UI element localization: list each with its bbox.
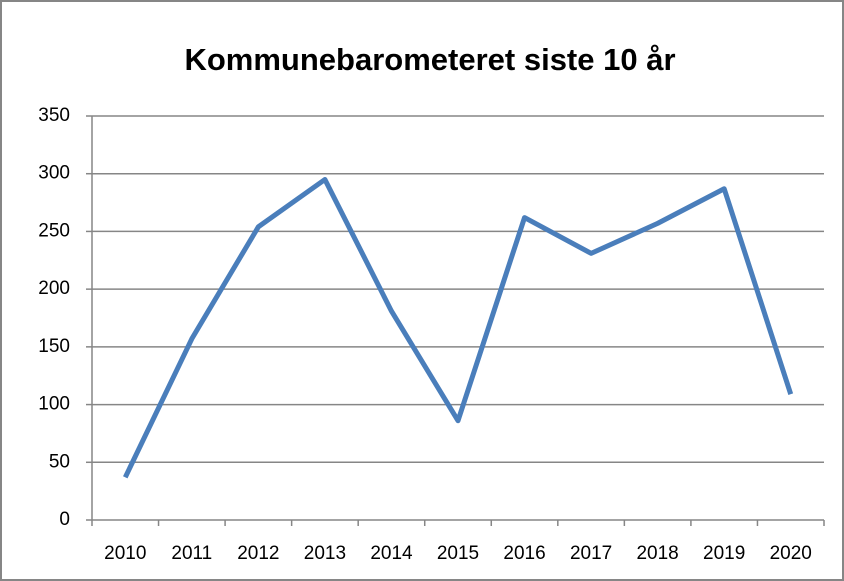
y-tick-label: 50 <box>49 451 70 472</box>
y-tick-label: 150 <box>38 336 70 357</box>
x-tick-label: 2012 <box>237 543 279 564</box>
y-tick-label: 300 <box>38 163 70 184</box>
y-tick-label: 200 <box>38 278 70 299</box>
x-tick-label: 2013 <box>304 543 346 564</box>
chart-title: Kommunebarometeret siste 10 år <box>184 42 675 77</box>
x-tick-label: 2017 <box>570 543 612 564</box>
x-tick-label: 2016 <box>503 543 545 564</box>
y-tick-label: 100 <box>38 394 70 415</box>
data-line <box>123 176 794 479</box>
y-tick-label: 0 <box>59 509 70 530</box>
x-tick-label: 2011 <box>171 543 212 564</box>
x-tick-label: 2020 <box>770 543 812 564</box>
x-tick-label: 2019 <box>703 543 745 564</box>
y-tick-label: 250 <box>38 220 70 241</box>
x-tick-label: 2018 <box>636 543 678 564</box>
x-tick-label: 2010 <box>104 543 146 564</box>
y-tick-label: 350 <box>38 105 70 126</box>
x-tick-label: 2015 <box>437 543 479 564</box>
x-tick-label: 2014 <box>370 543 413 564</box>
